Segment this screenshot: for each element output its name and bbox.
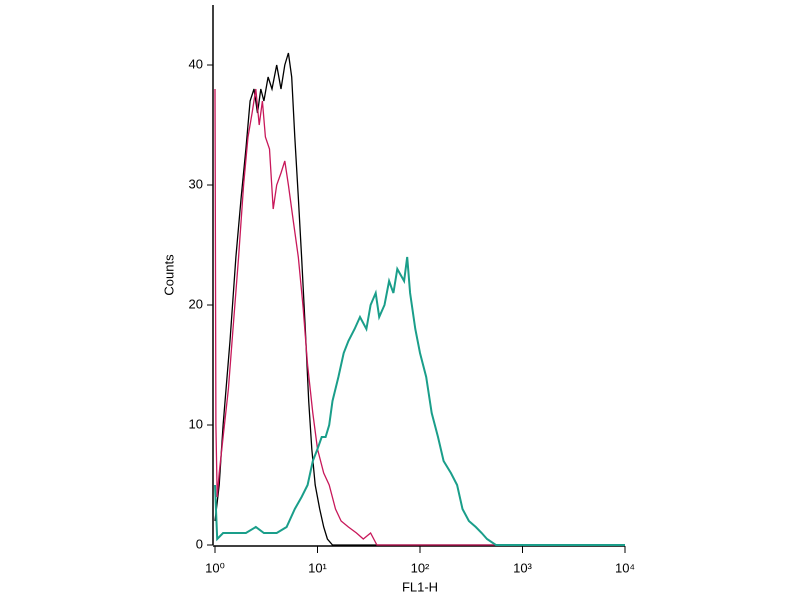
series-line [214, 52, 625, 546]
x-axis-label: FL1-H [402, 579, 438, 594]
x-tick-label: 10² [411, 560, 430, 575]
y-axis-label: Counts [161, 254, 176, 296]
y-tick-label: 40 [189, 56, 203, 71]
x-tick-label: 10³ [513, 560, 532, 575]
x-tick-label: 10⁰ [205, 560, 225, 575]
y-tick-label: 0 [196, 536, 203, 551]
y-tick-label: 10 [189, 416, 203, 431]
x-tick-label: 10⁴ [615, 560, 635, 575]
series-line [214, 88, 625, 546]
y-tick-label: 20 [189, 296, 203, 311]
y-tick-label: 30 [189, 176, 203, 191]
series-line [214, 256, 625, 546]
x-tick-label: 10¹ [308, 560, 327, 575]
